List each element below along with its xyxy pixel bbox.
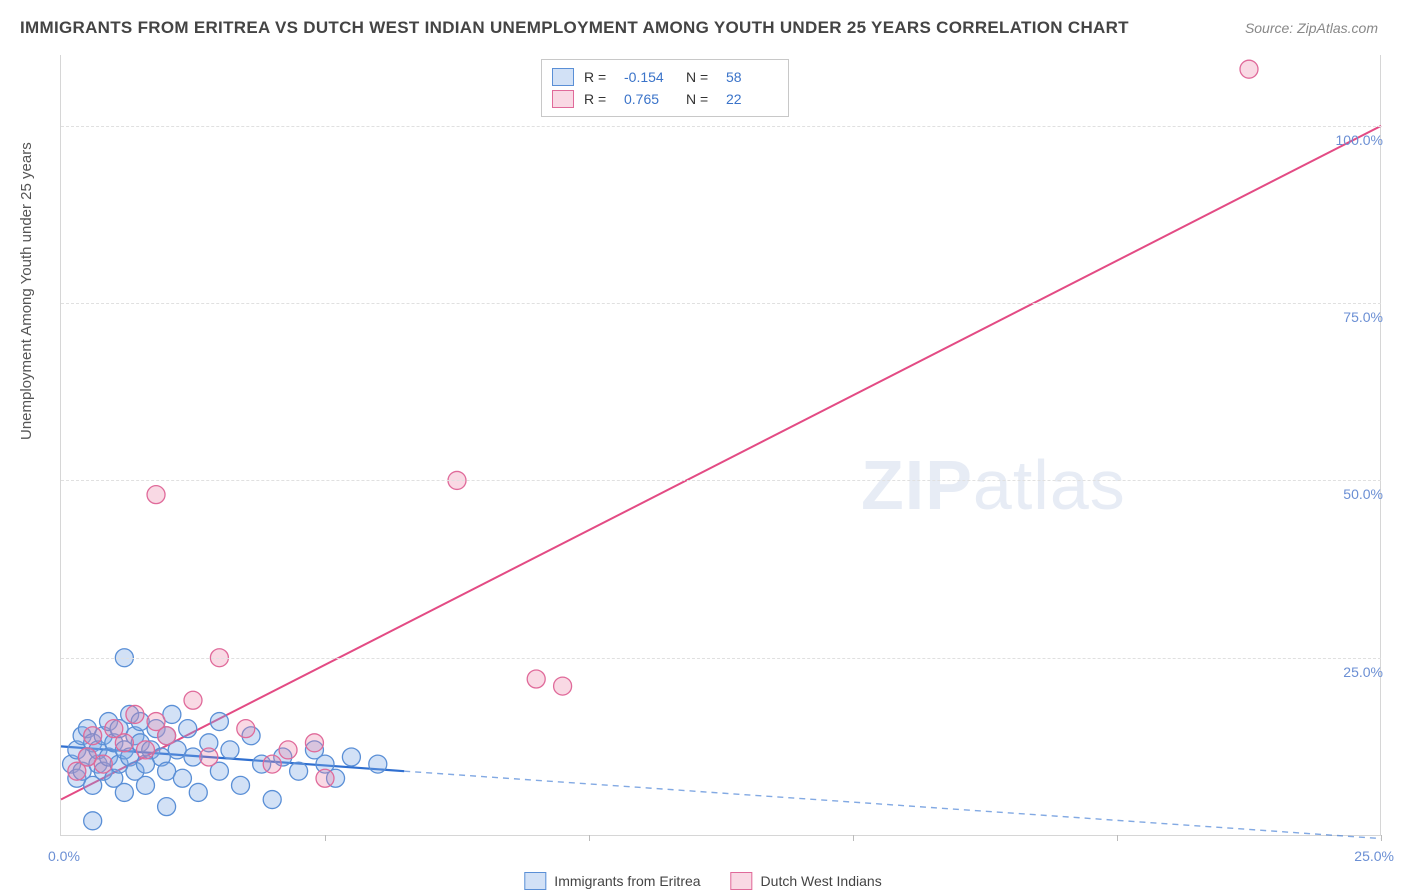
legend-label: Immigrants from Eritrea	[554, 873, 700, 889]
legend-item-dutch-west-indians: Dutch West Indians	[731, 872, 882, 890]
source-attribution: Source: ZipAtlas.com	[1245, 20, 1378, 36]
x-axis-origin-label: 0.0%	[48, 848, 80, 864]
y-tick-label: 100.0%	[1336, 132, 1383, 148]
legend-label: Dutch West Indians	[761, 873, 882, 889]
swatch-icon	[731, 872, 753, 890]
plot-area: ZIPatlas R =-0.154N =58R =0.765N =22 25.…	[60, 55, 1381, 836]
series-legend: Immigrants from Eritrea Dutch West India…	[524, 872, 881, 890]
y-tick-label: 75.0%	[1343, 309, 1383, 325]
y-axis-title: Unemployment Among Youth under 25 years	[18, 142, 35, 440]
swatch-icon	[524, 872, 546, 890]
y-tick-label: 25.0%	[1343, 664, 1383, 680]
y-tick-label: 50.0%	[1343, 486, 1383, 502]
scatter-chart	[61, 55, 1381, 835]
chart-title: IMMIGRANTS FROM ERITREA VS DUTCH WEST IN…	[20, 18, 1129, 38]
x-axis-end-label: 25.0%	[1354, 848, 1394, 864]
legend-item-eritrea: Immigrants from Eritrea	[524, 872, 700, 890]
